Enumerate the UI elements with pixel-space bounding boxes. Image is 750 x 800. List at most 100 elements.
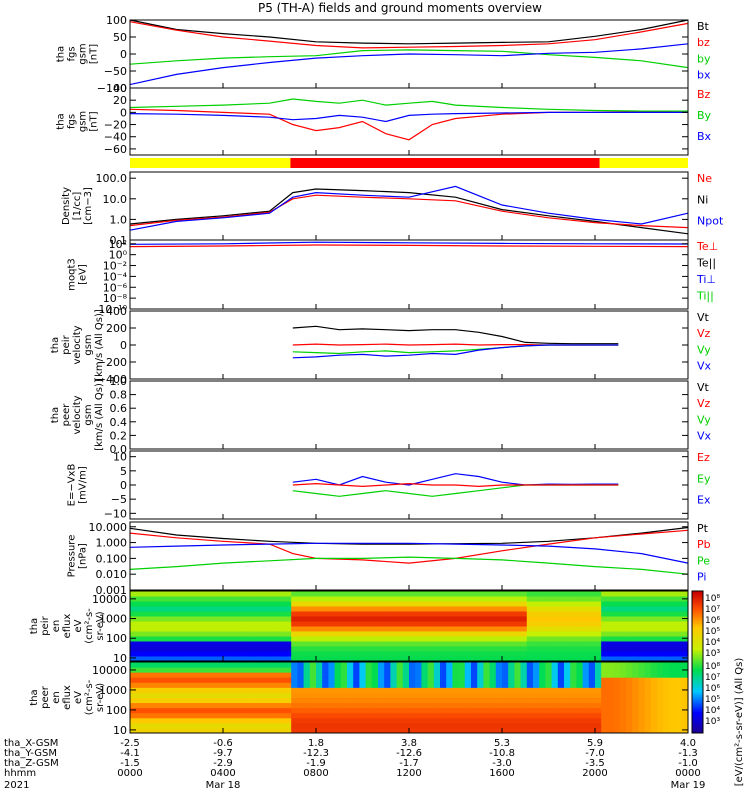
spectrogram-cell [421, 601, 429, 607]
spectrogram-cell [198, 621, 205, 627]
spectrogram-cell [452, 591, 460, 597]
spectrogram-cell [483, 727, 491, 734]
spectrogram-cell [557, 727, 565, 734]
spectrogram-cell [458, 611, 466, 617]
colorbar-tick-label: 10³ [705, 649, 720, 659]
series-ti-line [129, 241, 689, 245]
spectrogram-cell [564, 717, 571, 724]
spectrogram-cell [681, 682, 689, 688]
spectrogram-cell [235, 621, 243, 627]
spectrogram-cell [663, 702, 670, 709]
spectrogram-cell [502, 692, 509, 698]
spectrogram-cell [495, 596, 503, 602]
y-tick-label: 0 [120, 48, 127, 61]
spectrogram-cell [378, 621, 385, 627]
spectrogram-cell [254, 626, 261, 632]
colorbar-swatch [692, 664, 703, 668]
series-pt-line [129, 526, 689, 545]
spectrogram-cell [390, 616, 398, 622]
spectrogram-cell [154, 651, 162, 657]
spectrogram-cell [433, 667, 441, 673]
spectrogram-cell [154, 677, 162, 683]
spectrogram-cell [390, 692, 398, 698]
spectrogram-cell [285, 707, 292, 714]
spectrogram-cell [402, 722, 410, 729]
spectrogram-cell [396, 682, 404, 688]
spectrogram-cell [644, 626, 652, 632]
spectrogram-cell [272, 707, 280, 714]
spectrogram-cell [495, 591, 503, 597]
spectrogram-cell [477, 611, 484, 617]
spectrogram-cell [247, 641, 255, 647]
spectrogram-cell [638, 727, 646, 734]
spectrogram-cell [576, 722, 584, 729]
spectrogram-cell [161, 717, 168, 724]
spectrogram-cell [260, 662, 267, 668]
spectrogram-cell [632, 621, 639, 627]
spectrogram-cell [669, 626, 677, 632]
spectrogram-cell [545, 616, 553, 622]
spectrogram-cell [533, 641, 540, 647]
spectrogram-cell [502, 636, 509, 642]
spectrogram-cell [359, 631, 367, 637]
spectrogram-cell [136, 626, 143, 632]
spectrogram-cell [378, 717, 385, 724]
y-tick-label: 10⁻⁴ [103, 270, 128, 283]
spectrogram-cell [632, 646, 639, 652]
spectrogram-cell [681, 656, 689, 662]
spectrogram-cell [396, 687, 404, 693]
spectrogram-cell [136, 672, 143, 678]
spectrogram-cell [167, 601, 174, 607]
colorbar-swatch [692, 730, 703, 734]
spectrogram-cell [285, 616, 292, 622]
spectrogram-cell [446, 606, 453, 612]
spectrogram-cell [402, 662, 410, 668]
spectrogram-cell [427, 596, 435, 602]
colorbar-swatch [692, 723, 703, 727]
spectrogram-cell [334, 667, 342, 673]
spectrogram-cell [254, 656, 261, 662]
spectrogram-cell [353, 687, 360, 693]
spectrogram-cell [130, 727, 137, 734]
spectrogram-cell [340, 692, 348, 698]
spectrogram-cell [309, 677, 317, 683]
x-tick-label: -4.1 [120, 748, 140, 759]
spectrogram-cell [340, 727, 348, 734]
spectrogram-cell [161, 707, 168, 714]
spectrogram-cell [508, 656, 515, 662]
y-tick-label: 0.100 [96, 552, 128, 565]
spectrogram-cell [539, 626, 546, 632]
spectrogram-cell [477, 601, 484, 607]
spectrogram-cell [148, 621, 156, 627]
y-axis-label-line: en [51, 691, 62, 704]
legend-entry: by [697, 52, 711, 65]
spectrogram-cell [526, 656, 534, 662]
spectrogram-cell [452, 626, 460, 632]
spectrogram-cell [384, 601, 391, 607]
spectrogram-cell [260, 712, 267, 719]
spectrogram-cell [669, 641, 677, 647]
spectrogram-cell [223, 662, 230, 668]
spectrogram-cell [309, 667, 317, 673]
spectrogram-cell [632, 591, 639, 597]
spectrogram-cell [638, 662, 646, 668]
spectrogram-cell [657, 707, 664, 714]
spectrogram-cell [353, 692, 360, 698]
y-tick-label: 0.001 [96, 584, 128, 597]
spectrogram-cell [309, 636, 317, 642]
spectrogram-cell [359, 636, 367, 642]
spectrogram-cell [626, 687, 633, 693]
spectrogram-cell [427, 707, 435, 714]
spectrogram-cell [142, 702, 150, 709]
spectrogram-cell [390, 626, 398, 632]
spectrogram-cell [235, 672, 243, 678]
spectrogram-cell [638, 611, 646, 617]
spectrogram-cell [495, 687, 503, 693]
spectrogram-cell [198, 601, 205, 607]
spectrogram-cell [409, 631, 416, 637]
spectrogram-cell [526, 631, 534, 637]
spectrogram-cell [520, 702, 528, 709]
spectrogram-cell [508, 727, 515, 734]
spectrogram-cell [347, 712, 354, 719]
spectrogram-cell [359, 692, 367, 698]
